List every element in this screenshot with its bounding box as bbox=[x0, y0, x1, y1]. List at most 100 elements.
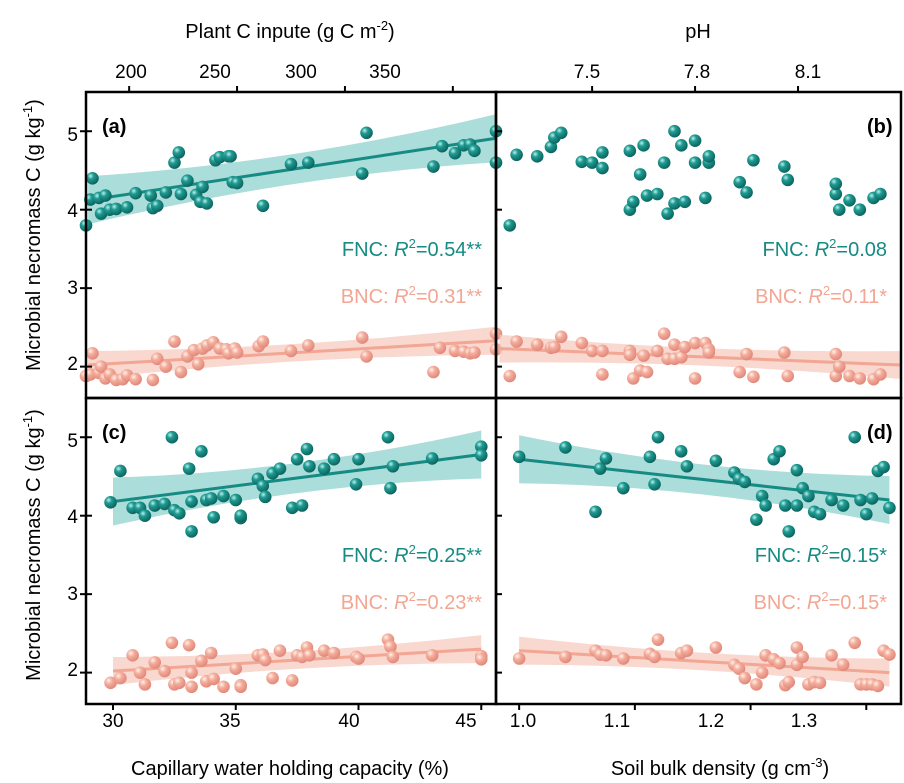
panel-c: (c) FNC: R2=0.25** BNC: R2=0.23** bbox=[80, 396, 498, 710]
fnc-point bbox=[138, 509, 152, 522]
fnc-point bbox=[688, 134, 702, 147]
fnc-point bbox=[474, 440, 488, 453]
fnc-point bbox=[317, 462, 331, 475]
fnc-point bbox=[295, 499, 309, 512]
bnc-point bbox=[675, 350, 688, 364]
top-left-axis-title: Plant C inpute (g C m-2) bbox=[185, 18, 394, 43]
bnc-point bbox=[530, 338, 544, 351]
top-tick-label: 7.5 bbox=[574, 62, 600, 83]
bnc-point bbox=[585, 344, 599, 358]
fnc-point bbox=[643, 450, 657, 464]
y-tick-label: 4 bbox=[67, 201, 78, 222]
fnc-point bbox=[381, 430, 395, 444]
fnc-point bbox=[733, 175, 746, 189]
y-tick-label: 3 bbox=[67, 278, 78, 299]
fnc-point bbox=[657, 156, 671, 169]
bnc-point bbox=[829, 347, 843, 361]
bnc-point bbox=[174, 365, 188, 379]
bnc-point bbox=[425, 649, 439, 662]
bnc-point bbox=[258, 653, 272, 667]
fnc-point bbox=[585, 156, 599, 169]
fnc-point bbox=[427, 160, 440, 173]
fnc-r2-label: FNC: R2=0.08 bbox=[762, 236, 887, 261]
fnc-point bbox=[327, 452, 341, 466]
bnc-point bbox=[755, 666, 769, 679]
bnc-point bbox=[301, 339, 315, 352]
top-right-axis-title: pH bbox=[685, 21, 711, 43]
bnc-point bbox=[386, 650, 400, 664]
bnc-point bbox=[352, 652, 365, 665]
fnc-point bbox=[352, 452, 365, 466]
bnc-point bbox=[133, 666, 147, 679]
bottom-tick-label: 35 bbox=[219, 711, 240, 732]
bnc-point bbox=[159, 360, 173, 373]
bnc-point bbox=[832, 360, 846, 373]
bnc-point bbox=[848, 636, 862, 650]
fnc-point bbox=[832, 203, 846, 216]
fnc-point bbox=[360, 126, 373, 140]
bnc-point bbox=[732, 662, 746, 675]
bnc-point bbox=[750, 678, 763, 691]
fnc-point bbox=[825, 493, 838, 507]
bnc-point bbox=[433, 341, 447, 355]
bnc-point bbox=[554, 330, 568, 344]
fnc-point bbox=[530, 150, 544, 163]
fnc-point bbox=[883, 501, 896, 515]
bnc-point bbox=[104, 676, 117, 690]
fnc-point bbox=[589, 505, 602, 519]
bnc-point bbox=[129, 372, 142, 386]
bnc-point bbox=[548, 340, 561, 354]
panel-letter: (c) bbox=[102, 422, 126, 444]
bnc-point bbox=[234, 680, 247, 694]
bnc-point bbox=[680, 644, 694, 657]
bnc-point bbox=[230, 346, 244, 359]
fnc-point bbox=[144, 189, 158, 202]
fnc-point bbox=[185, 495, 198, 508]
fnc-point bbox=[750, 513, 763, 526]
fnc-point bbox=[709, 454, 723, 468]
fnc-point bbox=[425, 452, 439, 465]
fnc-point bbox=[688, 156, 702, 169]
fnc-point bbox=[109, 202, 123, 216]
fnc-point bbox=[790, 463, 804, 477]
bnc-point bbox=[303, 649, 316, 662]
fnc-point bbox=[182, 462, 196, 475]
bnc-point bbox=[874, 368, 887, 381]
fnc-point bbox=[854, 493, 867, 507]
bnc-point bbox=[596, 344, 609, 358]
fnc-point bbox=[859, 507, 873, 521]
bnc-point bbox=[172, 676, 186, 690]
fnc-point bbox=[285, 501, 299, 515]
fnc-point bbox=[668, 124, 681, 138]
bnc-point bbox=[616, 652, 630, 665]
fnc-point bbox=[148, 499, 162, 512]
bnc-point bbox=[468, 346, 481, 359]
bnc-point bbox=[114, 671, 127, 685]
fnc-point bbox=[172, 146, 186, 159]
bnc-point bbox=[165, 636, 179, 650]
fnc-point bbox=[448, 146, 462, 160]
bnc-point bbox=[150, 352, 164, 366]
fnc-point bbox=[623, 144, 637, 158]
fnc-point bbox=[559, 441, 572, 454]
bnc-point bbox=[559, 650, 572, 664]
bnc-point bbox=[853, 372, 867, 385]
y-axis-title-top: Microbial necromass C (g kg-1) bbox=[20, 99, 45, 371]
bottom-tick-label: 1.0 bbox=[510, 711, 536, 732]
fnc-point bbox=[217, 489, 230, 503]
fnc-point bbox=[86, 172, 99, 185]
bnc-point bbox=[285, 674, 299, 687]
y-tick-label: 3 bbox=[67, 584, 78, 605]
bnc-point bbox=[94, 360, 108, 373]
panel-frame bbox=[494, 396, 903, 706]
bnc-fit-line bbox=[519, 649, 890, 675]
bnc-point bbox=[657, 327, 671, 340]
fnc-point bbox=[747, 153, 760, 167]
bnc-point bbox=[709, 641, 723, 654]
fnc-point bbox=[778, 160, 791, 173]
fnc-point bbox=[648, 478, 661, 491]
bnc-point bbox=[781, 369, 795, 383]
fnc-point bbox=[778, 499, 792, 512]
panel-b: (b) FNC: R2=0.08 BNC: R2=0.11* bbox=[494, 86, 903, 400]
